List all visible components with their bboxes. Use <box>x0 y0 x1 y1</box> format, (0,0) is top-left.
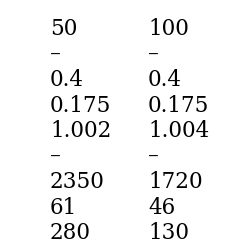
Text: 1.002: 1.002 <box>50 120 111 142</box>
Text: 50: 50 <box>50 18 77 40</box>
Text: 280: 280 <box>50 222 91 239</box>
Text: 2350: 2350 <box>50 171 105 193</box>
Text: 0.175: 0.175 <box>148 94 209 116</box>
Text: 100: 100 <box>148 18 189 40</box>
Text: 130: 130 <box>148 222 189 239</box>
Text: 0.175: 0.175 <box>50 94 111 116</box>
Text: 0.4: 0.4 <box>50 69 84 91</box>
Text: 1.004: 1.004 <box>148 120 209 142</box>
Text: 46: 46 <box>148 196 175 218</box>
Text: –: – <box>148 146 159 168</box>
Text: 0.4: 0.4 <box>148 69 182 91</box>
Text: 1720: 1720 <box>148 171 203 193</box>
Text: –: – <box>50 43 61 65</box>
Text: –: – <box>50 146 61 168</box>
Text: 61: 61 <box>50 196 77 218</box>
Text: –: – <box>148 43 159 65</box>
